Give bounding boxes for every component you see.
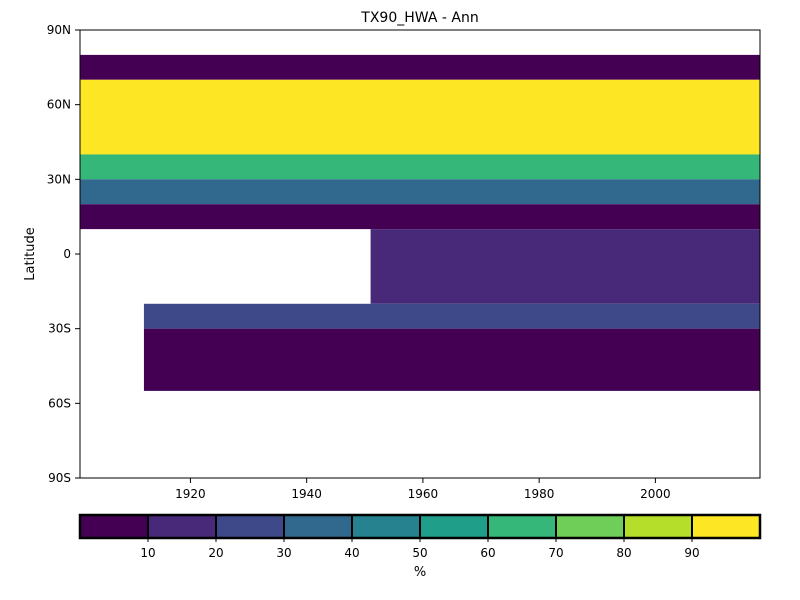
x-axis-ticks: 1920 1940 1960 1980 2000 xyxy=(175,478,671,501)
colorbar-swatch-6 xyxy=(487,514,557,539)
colorbar-tick-label-3: 40 xyxy=(344,546,359,560)
colorbar-swatch-3 xyxy=(283,514,353,539)
colorbar-swatch-1 xyxy=(147,514,217,539)
colorbar-swatch-2 xyxy=(215,514,285,539)
colorbar-swatch-5 xyxy=(419,514,489,539)
y-tick-label-2: 30N xyxy=(47,172,71,186)
colorbar-swatch-4 xyxy=(351,514,421,539)
heatmap-cells xyxy=(80,54,760,391)
heatmap-band-2 xyxy=(80,154,760,180)
y-tick-label-5: 60S xyxy=(48,396,71,410)
colorbar xyxy=(78,513,762,540)
heatmap-band-3 xyxy=(80,179,760,205)
heatmap-band-4 xyxy=(80,204,760,230)
y-tick-label-4: 30S xyxy=(48,322,71,336)
colorbar-swatch-8 xyxy=(623,514,693,539)
colorbar-label: % xyxy=(414,565,426,580)
colorbar-ticks: 10 20 30 40 50 60 70 80 90 xyxy=(140,538,700,560)
colorbar-tick-label-5: 60 xyxy=(480,546,495,560)
y-tick-label-6: 90S xyxy=(48,471,71,485)
y-tick-label-0: 90N xyxy=(47,23,71,37)
y-tick-label-1: 60N xyxy=(47,98,71,112)
y-axis-ticks: 90N 60N 30N 0 30S 60S 90S xyxy=(47,23,80,485)
colorbar-tick-label-7: 80 xyxy=(616,546,631,560)
y-tick-label-3: 0 xyxy=(63,247,71,261)
colorbar-tick-label-0: 10 xyxy=(140,546,155,560)
heatmap-band-7 xyxy=(143,328,760,391)
colorbar-tick-label-4: 50 xyxy=(412,546,427,560)
colorbar-swatch-9 xyxy=(691,514,761,539)
x-tick-label-0: 1920 xyxy=(175,487,206,501)
colorbar-tick-label-1: 20 xyxy=(208,546,223,560)
x-tick-label-4: 2000 xyxy=(640,487,671,501)
colorbar-swatch-0 xyxy=(79,514,149,539)
colorbar-tick-label-2: 30 xyxy=(276,546,291,560)
x-tick-label-3: 1980 xyxy=(524,487,555,501)
x-tick-label-1: 1940 xyxy=(291,487,322,501)
heatmap-band-0 xyxy=(80,54,760,80)
y-axis-label: Latitude xyxy=(23,227,38,281)
heatmap-band-5 xyxy=(370,229,760,304)
x-tick-label-2: 1960 xyxy=(408,487,439,501)
heatmap-band-1 xyxy=(80,79,760,155)
heatmap-band-6 xyxy=(143,303,760,329)
colorbar-tick-label-6: 70 xyxy=(548,546,563,560)
colorbar-tick-label-8: 90 xyxy=(684,546,699,560)
colorbar-swatch-7 xyxy=(555,514,625,539)
chart-title: TX90_HWA - Ann xyxy=(360,10,478,26)
